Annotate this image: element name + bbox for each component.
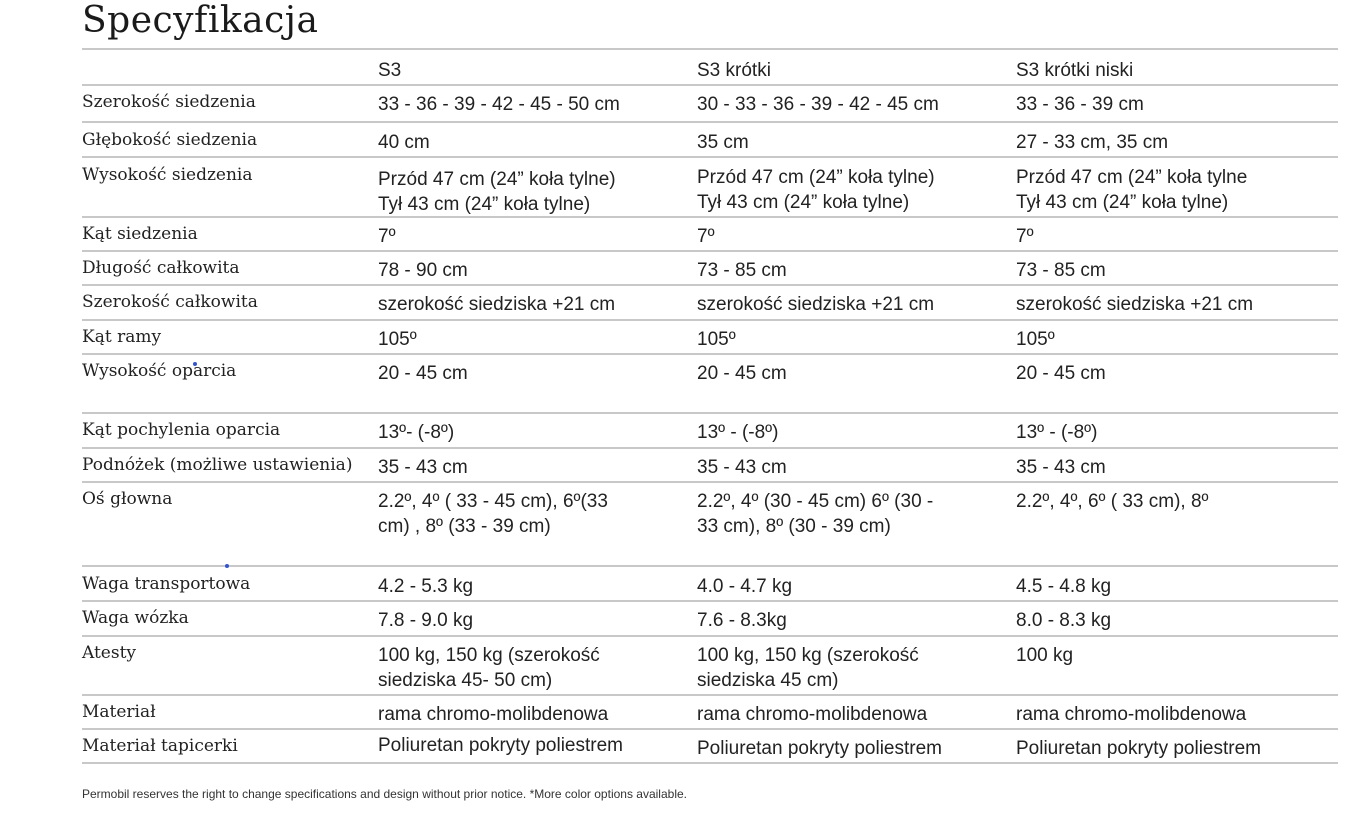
- cell-s3: szerokość siedziska +21 cm: [378, 294, 616, 315]
- row-divider: [82, 600, 1338, 602]
- row-divider: [82, 250, 1338, 252]
- cell-s3: 100 kg, 150 kg (szerokość siedziska 45- …: [378, 645, 600, 691]
- cell-s3-krotki-niski: 100 kg: [1016, 645, 1074, 666]
- stray-dot-mark: [193, 362, 197, 366]
- cell-s3-krotki: 13º - (-8º): [697, 422, 779, 443]
- cell-s3-krotki: 7º: [697, 226, 715, 247]
- row-divider: [82, 319, 1338, 321]
- cell-s3-krotki-niski: 4.5 - 4.8 kg: [1016, 576, 1112, 597]
- row-divider: [82, 353, 1338, 355]
- cell-s3-krotki-niski: 27 - 33 cm, 35 cm: [1016, 132, 1169, 153]
- row-divider: [82, 216, 1338, 218]
- cell-s3-krotki: 7.6 - 8.3kg: [697, 610, 787, 631]
- cell-s3: 13º- (-8º): [378, 422, 455, 443]
- cell-s3-krotki: 30 - 33 - 36 - 39 - 42 - 45 cm: [697, 94, 939, 115]
- column-header-s3-krotki-niski: S3 krótki niski: [1016, 60, 1134, 81]
- row-divider: [82, 121, 1338, 123]
- cell-s3-krotki: Poliuretan pokryty poliestrem: [697, 738, 942, 759]
- cell-s3-krotki-niski: 33 - 36 - 39 cm: [1016, 94, 1144, 115]
- row-label: Wysokość siedzenia: [82, 165, 253, 185]
- row-divider: [82, 694, 1338, 696]
- cell-s3: 2.2º, 4º ( 33 - 45 cm), 6º(33 cm) , 8º (…: [378, 491, 608, 537]
- cell-s3-krotki: Przód 47 cm (24” koła tylne) Tył 43 cm (…: [697, 167, 935, 213]
- cell-s3-krotki-niski: 7º: [1016, 226, 1034, 247]
- row-label: Szerokość siedzenia: [82, 92, 256, 112]
- row-label: Wysokość oparcia: [82, 361, 237, 381]
- row-label: Atesty: [82, 643, 137, 663]
- row-label: Materiał tapicerki: [82, 736, 238, 756]
- row-label: Szerokość całkowita: [82, 292, 258, 312]
- cell-s3-krotki-niski: 73 - 85 cm: [1016, 260, 1106, 281]
- cell-s3-krotki: 35 cm: [697, 132, 749, 153]
- cell-s3: 35 - 43 cm: [378, 457, 468, 478]
- row-divider: [82, 565, 1338, 567]
- row-divider: [82, 84, 1338, 86]
- row-label: Długość całkowita: [82, 258, 240, 278]
- cell-s3: 20 - 45 cm: [378, 363, 468, 384]
- cell-s3-krotki-niski: 13º - (-8º): [1016, 422, 1098, 443]
- cell-s3: 33 - 36 - 39 - 42 - 45 - 50 cm: [378, 94, 620, 115]
- row-divider: [82, 412, 1338, 414]
- cell-s3: Przód 47 cm (24” koła tylne) Tył 43 cm (…: [378, 169, 616, 215]
- row-divider: [82, 481, 1338, 483]
- row-divider: [82, 728, 1338, 730]
- cell-s3-krotki-niski: Przód 47 cm (24” koła tylne Tył 43 cm (2…: [1016, 167, 1248, 213]
- cell-s3-krotki-niski: 8.0 - 8.3 kg: [1016, 610, 1112, 631]
- stray-dot-mark: [225, 564, 229, 568]
- cell-s3-krotki: szerokość siedziska +21 cm: [697, 294, 935, 315]
- cell-s3-krotki-niski: rama chromo-molibdenowa: [1016, 704, 1247, 725]
- cell-s3-krotki: rama chromo-molibdenowa: [697, 704, 928, 725]
- column-header-s3-krotki: S3 krótki: [697, 60, 771, 81]
- row-label: Waga wózka: [82, 608, 189, 628]
- row-divider: [82, 284, 1338, 286]
- row-label: Materiał: [82, 702, 156, 722]
- row-label: Oś głowna: [82, 489, 173, 509]
- cell-s3-krotki-niski: szerokość siedziska +21 cm: [1016, 294, 1254, 315]
- cell-s3: 7º: [378, 226, 396, 247]
- cell-s3-krotki: 2.2º, 4º (30 - 45 cm) 6º (30 - 33 cm), 8…: [697, 491, 934, 537]
- row-label: Kąt siedzenia: [82, 224, 198, 244]
- cell-s3: 78 - 90 cm: [378, 260, 468, 281]
- cell-s3: 105º: [378, 329, 417, 350]
- cell-s3: 4.2 - 5.3 kg: [378, 576, 474, 597]
- cell-s3-krotki-niski: 20 - 45 cm: [1016, 363, 1106, 384]
- column-header-s3: S3: [378, 60, 402, 81]
- cell-s3-krotki: 20 - 45 cm: [697, 363, 787, 384]
- row-label: Kąt pochylenia oparcia: [82, 420, 281, 440]
- table-bottom-rule: [82, 762, 1338, 764]
- row-label: Podnóżek (możliwe ustawienia): [82, 455, 353, 475]
- cell-s3-krotki-niski: Poliuretan pokryty poliestrem: [1016, 738, 1261, 759]
- row-label: Waga transportowa: [82, 574, 251, 594]
- cell-s3: 7.8 - 9.0 kg: [378, 610, 474, 631]
- page-title: Specyfikacja: [82, 0, 319, 41]
- cell-s3-krotki-niski: 105º: [1016, 329, 1055, 350]
- table-top-rule: [82, 48, 1338, 50]
- row-divider: [82, 156, 1338, 158]
- row-label: Kąt ramy: [82, 327, 162, 347]
- cell-s3-krotki: 35 - 43 cm: [697, 457, 787, 478]
- cell-s3-krotki: 100 kg, 150 kg (szerokość siedziska 45 c…: [697, 645, 919, 691]
- cell-s3-krotki-niski: 2.2º, 4º, 6º ( 33 cm), 8º: [1016, 491, 1209, 512]
- cell-s3: rama chromo-molibdenowa: [378, 704, 609, 725]
- row-divider: [82, 635, 1338, 637]
- cell-s3-krotki: 105º: [697, 329, 736, 350]
- row-divider: [82, 447, 1338, 449]
- cell-s3: Poliuretan pokryty poliestrem: [378, 735, 623, 756]
- cell-s3: 40 cm: [378, 132, 430, 153]
- footnote: Permobil reserves the right to change sp…: [82, 787, 687, 801]
- cell-s3-krotki: 4.0 - 4.7 kg: [697, 576, 793, 597]
- cell-s3-krotki: 73 - 85 cm: [697, 260, 787, 281]
- row-label: Głębokość siedzenia: [82, 130, 258, 150]
- cell-s3-krotki-niski: 35 - 43 cm: [1016, 457, 1106, 478]
